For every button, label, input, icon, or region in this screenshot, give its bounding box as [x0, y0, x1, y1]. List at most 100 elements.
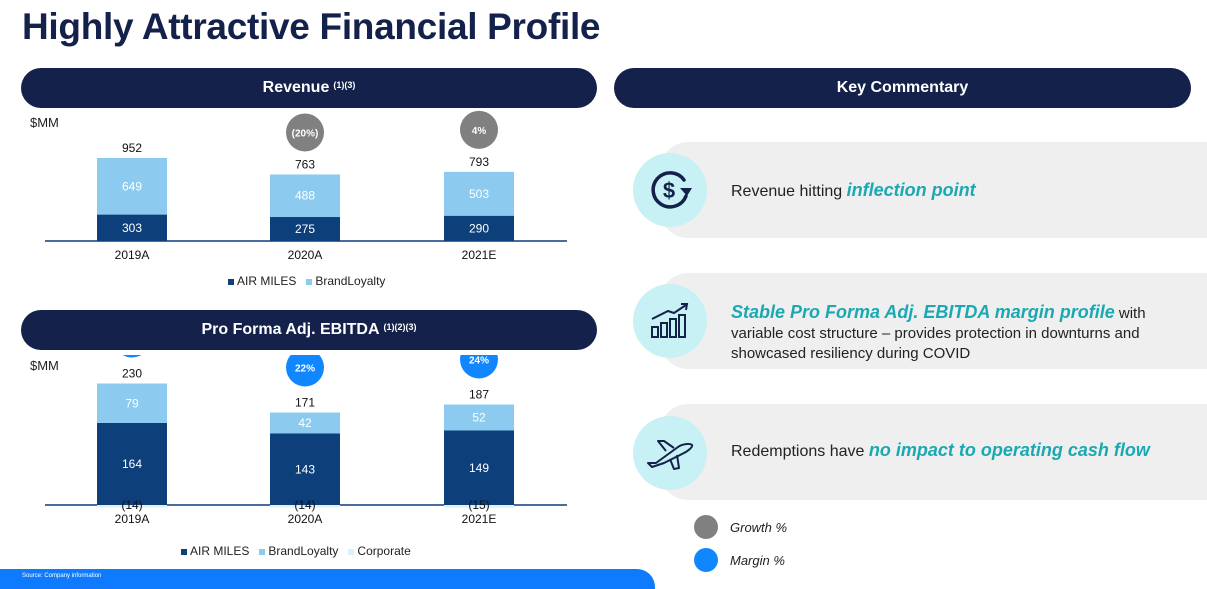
data-label: (14)	[294, 498, 315, 512]
x-tick-label: 2019A	[115, 512, 150, 526]
commentary-header: Key Commentary	[614, 68, 1191, 108]
svg-text:$: $	[663, 178, 675, 203]
ebitda-unit-label: $MM	[30, 358, 59, 373]
total-label: 187	[469, 388, 489, 402]
x-tick-label: 2020A	[288, 512, 323, 526]
revenue-legend: AIR MILES BrandLoyalty	[228, 274, 385, 288]
page-title: Highly Attractive Financial Profile	[22, 6, 601, 47]
legend-label-air-miles: AIR MILES	[237, 274, 297, 288]
margin-bubble	[122, 355, 142, 358]
legend-swatch-air-miles	[228, 279, 234, 285]
revenue-chart: 303 649 952 2019A 275 488 763 2020A (20%) 290 503 7…	[45, 110, 567, 262]
legend-swatch-brandloyalty	[259, 549, 266, 555]
legend-swatch-brandloyalty	[306, 279, 313, 285]
data-label: 649	[122, 179, 142, 193]
bar-segment	[97, 383, 167, 423]
data-label: 503	[469, 187, 489, 201]
commentary-revenue-highlight: inflection point	[846, 180, 976, 200]
revenue-unit-label: $MM	[30, 115, 59, 130]
margin-legend-dot	[694, 548, 718, 572]
bar-segment	[270, 433, 340, 505]
commentary-margin-text: with variable cost structure – provides …	[731, 305, 1146, 362]
legend-label-air-miles: AIR MILES	[190, 544, 250, 558]
growth-bubble	[286, 113, 324, 152]
bar-segment	[444, 171, 514, 216]
bar-segment	[97, 505, 167, 508]
data-label: (14)	[121, 498, 142, 512]
margin-label: 24%	[469, 356, 489, 367]
bar-segment	[97, 214, 167, 241]
legend-label-corporate: Corporate	[357, 544, 411, 558]
revenue-header-note: (1)(3)	[333, 80, 356, 90]
data-label: 290	[469, 221, 489, 235]
commentary-card-margin	[660, 273, 1207, 369]
commentary-card-revenue	[660, 142, 1207, 238]
margin-bubble	[460, 355, 498, 379]
commentary-redemptions-highlight: no impact to operating cash flow	[868, 440, 1150, 460]
bar-growth-icon	[633, 284, 707, 358]
legend-item-brandloyalty: BrandLoyalty	[306, 274, 385, 288]
growth-label: 4%	[472, 126, 487, 137]
source-note: Source: Company information	[22, 573, 102, 579]
bar-segment	[444, 215, 514, 241]
ebitda-header-note: (1)(2)(3)	[383, 322, 417, 332]
x-tick-label: 2021E	[462, 248, 497, 262]
revenue-header-label: Revenue	[262, 79, 330, 96]
legend-item-air-miles: AIR MILES	[228, 274, 296, 288]
commentary-redemptions-text: Redemptions have	[731, 443, 869, 460]
x-tick-label: 2021E	[462, 512, 497, 526]
legend-label-brandloyalty: BrandLoyalty	[268, 544, 339, 558]
bar-segment	[270, 174, 340, 218]
airplane-icon	[633, 416, 707, 490]
ebitda-header: Pro Forma Adj. EBITDA (1)(2)(3)	[21, 310, 597, 350]
legend-item-brandloyalty: BrandLoyalty	[259, 544, 338, 558]
data-label: 488	[295, 189, 315, 203]
legend-label-brandloyalty: BrandLoyalty	[315, 274, 386, 288]
revenue-header: Revenue (1)(3)	[21, 68, 597, 108]
legend-swatch-corporate	[348, 549, 355, 555]
data-label: (15)	[468, 498, 489, 512]
legend-swatch-air-miles	[181, 549, 187, 555]
legend-item-air-miles: AIR MILES	[181, 544, 249, 558]
commentary-revenue-text: Revenue hitting	[731, 183, 847, 200]
bar-segment	[270, 217, 340, 241]
bar-segment	[270, 412, 340, 434]
margin-legend-label: Margin %	[730, 552, 785, 568]
bar-segment	[270, 505, 340, 508]
bar-segment	[444, 430, 514, 505]
data-label: 79	[125, 396, 139, 410]
growth-legend: Growth %	[694, 515, 787, 539]
data-label: 149	[469, 461, 489, 475]
margin-bubble	[286, 355, 324, 387]
bar-segment	[97, 157, 167, 215]
commentary-margin-highlight: Stable Pro Forma Adj. EBITDA margin prof…	[731, 302, 1115, 322]
growth-legend-dot	[694, 515, 718, 539]
commentary-revenue: Revenue hitting inflection point	[731, 180, 1181, 202]
x-tick-label: 2019A	[115, 248, 150, 262]
ebitda-header-label: Pro Forma Adj. EBITDA	[201, 321, 380, 338]
ebitda-chart: 164 79 (14) 230 2019A 24% 143 42 (14) 171 2020A 22%…	[45, 355, 567, 526]
legend-item-corporate: Corporate	[348, 544, 411, 558]
growth-bubble	[460, 110, 498, 149]
total-label: 793	[469, 155, 489, 169]
commentary-redemptions: Redemptions have no impact to operating …	[731, 440, 1181, 462]
commentary-margin: Stable Pro Forma Adj. EBITDA margin prof…	[731, 302, 1181, 364]
data-label: 303	[122, 221, 142, 235]
total-label: 230	[122, 367, 142, 381]
total-label: 171	[295, 396, 315, 410]
data-label: 275	[295, 222, 315, 236]
data-label: 143	[295, 462, 315, 476]
total-label: 763	[295, 157, 315, 171]
x-tick-label: 2020A	[288, 248, 323, 262]
growth-legend-label: Growth %	[730, 519, 788, 535]
data-label: 42	[298, 416, 312, 430]
margin-legend: Margin %	[694, 548, 785, 572]
dollar-cycle-icon: $	[633, 153, 707, 227]
total-label: 952	[122, 141, 142, 155]
bar-segment	[444, 404, 514, 431]
margin-label: 22%	[295, 364, 315, 375]
growth-label: (20%)	[292, 128, 319, 139]
bar-segment	[97, 423, 167, 505]
data-label: 52	[472, 411, 486, 425]
ebitda-legend: AIR MILES BrandLoyalty Corporate	[181, 544, 411, 558]
